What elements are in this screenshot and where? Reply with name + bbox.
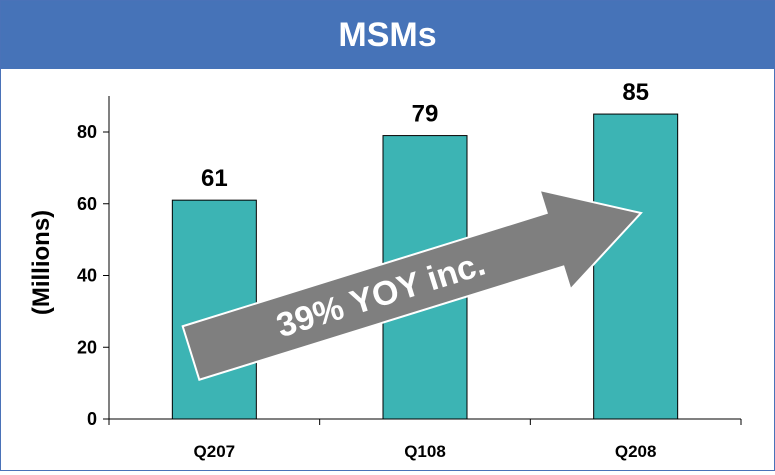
- chart-title: MSMs: [338, 16, 437, 54]
- chart-area: 0 20 40 60 80 (Millions) 61 Q207 79 Q108 85 Q208 3…: [1, 69, 774, 470]
- y-tick-label: 80: [77, 122, 97, 142]
- y-tick-label: 40: [77, 266, 97, 286]
- category-label: Q108: [404, 442, 446, 461]
- data-label: 85: [622, 79, 649, 106]
- category-label: Q208: [615, 442, 657, 461]
- chart-header: MSMs: [1, 1, 774, 69]
- bar: [593, 113, 679, 420]
- y-tick-label: 0: [87, 409, 97, 429]
- y-tick-label: 60: [77, 194, 97, 214]
- growth-arrow-shape: [181, 188, 643, 381]
- category-label: Q207: [194, 442, 236, 461]
- y-axis-title: (Millions): [28, 210, 55, 315]
- data-label: 79: [412, 101, 439, 128]
- data-label: 61: [201, 165, 228, 192]
- y-tick-label: 20: [77, 337, 97, 357]
